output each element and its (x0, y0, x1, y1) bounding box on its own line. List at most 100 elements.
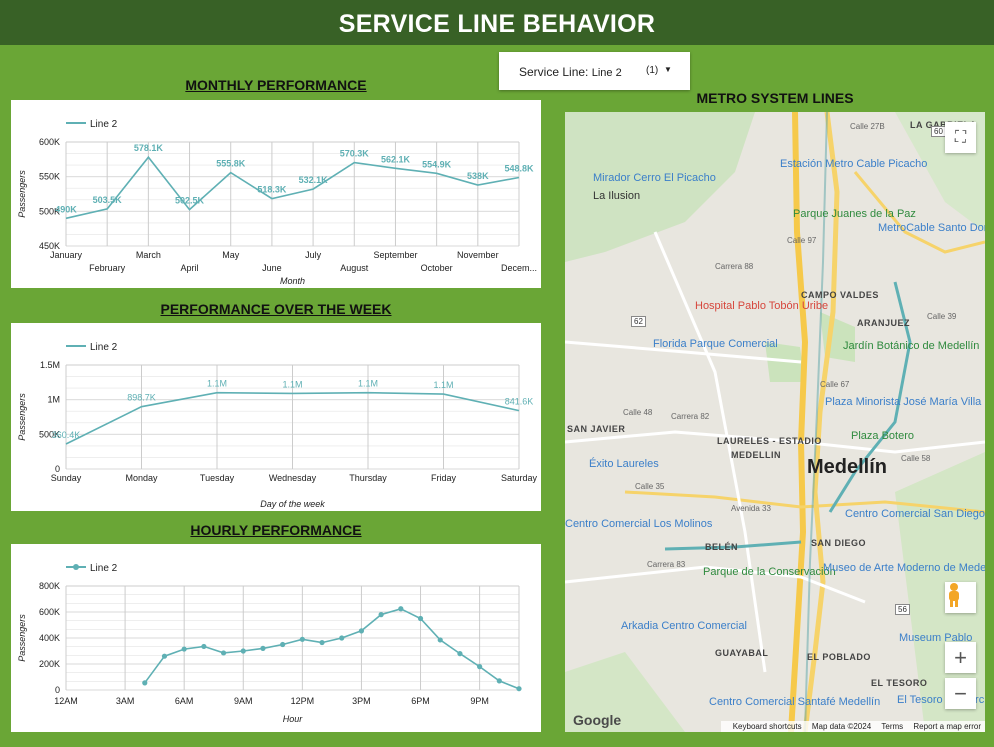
map-label: 62 (631, 316, 646, 327)
data-label: 562.1K (381, 154, 411, 164)
x-tick-label: September (373, 250, 417, 260)
google-logo: Google (573, 712, 622, 728)
y-axis-title: Passengers (17, 393, 27, 441)
map-label: Calle 58 (901, 454, 931, 463)
weekly-chart-panel: Line 2 0 500K 1M 1.5M Sunday Monday Tuesday Wedn… (11, 323, 541, 511)
data-point (201, 643, 207, 650)
data-label: 503.5K (93, 195, 123, 205)
legend-label: Line 2 (90, 342, 118, 353)
map-label: LAURELES - ESTADIO (717, 436, 822, 446)
legend-marker (73, 564, 79, 570)
keyboard-shortcuts-link[interactable]: Keyboard shortcuts (732, 722, 802, 731)
map-label: Mirador Cerro El Picacho (593, 172, 716, 184)
x-tick-label: October (421, 263, 453, 273)
data-point (496, 678, 502, 684)
zoom-out-button[interactable]: − (945, 678, 976, 709)
map-label: Centro Comercial San Diego (845, 508, 985, 520)
y-tick-label: 450K (39, 241, 60, 251)
data-point (161, 653, 168, 659)
filter-label: Service Line: Line 2 (519, 65, 622, 79)
data-label: 555.8K (216, 159, 246, 169)
chevron-down-icon[interactable]: ▼ (664, 65, 672, 74)
map-label: Medellín (807, 456, 888, 478)
map-label: EL POBLADO (807, 652, 871, 662)
data-label: 898.7K (127, 393, 156, 403)
data-point (457, 651, 463, 657)
map-label: Estación Metro Cable Picacho (780, 158, 928, 170)
data-label: 578.1K (134, 143, 164, 153)
data-label: 548.8K (504, 163, 534, 173)
y-tick-label: 500K (39, 206, 60, 216)
data-point (280, 641, 286, 648)
service-line-filter[interactable]: Service Line: Line 2 (1) ▼ (499, 52, 690, 90)
y-tick-label: 400K (39, 633, 60, 643)
fullscreen-icon[interactable]: ⛶ (945, 122, 976, 153)
data-point (437, 637, 443, 643)
data-point (319, 639, 325, 646)
x-axis-title: Hour (283, 714, 304, 724)
map-label: Calle 39 (927, 312, 957, 321)
y-tick-label: 550K (39, 172, 60, 182)
map-canvas[interactable] (565, 112, 985, 732)
map-label: Plaza Botero (851, 430, 914, 442)
map-label: ARANJUEZ (857, 318, 911, 328)
x-tick-label: 9AM (234, 696, 253, 706)
monthly-chart-panel: Line 2 450K 500K 550K 600K January February Mar… (11, 100, 541, 288)
map-label: Avenida 33 (731, 504, 771, 513)
y-tick-label: 200K (39, 659, 60, 669)
data-label: 538K (467, 171, 489, 181)
legend-label: Line 2 (90, 563, 118, 574)
map-label: Carrera 83 (647, 560, 686, 569)
x-tick-label: Thursday (349, 473, 387, 483)
terms-link[interactable]: Terms (881, 722, 904, 731)
map-label: Parque Juanes de la Paz (793, 208, 916, 220)
x-tick-label: Wednesday (269, 473, 317, 483)
hourly-chart-panel: Line 2 0 200K 400K 600K 800K 12AM 3AM 6AM 9AM 12PM… (11, 544, 541, 732)
data-label: 554.9K (422, 159, 452, 169)
data-point (240, 648, 246, 654)
x-axis-title: Month (280, 276, 305, 286)
data-label: 490K (55, 204, 77, 214)
map-label: Centro Comercial Los Molinos (565, 518, 713, 530)
zoom-in-button[interactable]: + (945, 642, 976, 673)
y-tick-label: 500K (39, 429, 60, 439)
map-label: Calle 27B (850, 122, 885, 131)
y-tick-label: 0 (55, 685, 60, 695)
y-axis-title: Passengers (17, 170, 27, 218)
y-tick-label: 0 (55, 464, 60, 474)
report-error-link[interactable]: Report a map error (913, 722, 981, 731)
map-label: Calle 97 (787, 236, 817, 245)
y-tick-label: 1.5M (40, 360, 60, 370)
data-point (299, 636, 305, 642)
filter-value: Line 2 (591, 67, 622, 79)
map-label: Calle 67 (820, 380, 850, 389)
pegman-icon[interactable] (945, 582, 976, 613)
x-tick-label: Tuesday (200, 473, 235, 483)
data-point (417, 615, 424, 622)
map-label: CAMPO VALDES (801, 290, 879, 300)
map-label: Hospital Pablo Tobón Uribe (695, 300, 829, 312)
x-tick-label: March (136, 250, 161, 260)
data-label: 518.3K (257, 185, 287, 195)
map-label: SAN DIEGO (811, 538, 867, 548)
map-label: Éxito Laureles (589, 458, 659, 470)
data-label: 1.1M (282, 379, 302, 389)
data-label: 1.1M (358, 379, 378, 389)
x-tick-label: 6AM (175, 696, 194, 706)
x-tick-label: 9PM (470, 696, 489, 706)
map-label: MetroCable Santo Domingo (878, 222, 985, 234)
monthly-chart: Line 2 450K 500K 550K 600K January February Mar… (17, 119, 537, 286)
map-label: 60 (931, 126, 946, 137)
x-tick-label: May (222, 250, 240, 260)
legend-label: Line 2 (90, 119, 118, 130)
x-tick-label: August (340, 263, 369, 273)
map-label: SAN JAVIER (567, 424, 626, 434)
map-label: Calle 48 (623, 408, 653, 417)
x-tick-label: Saturday (501, 473, 538, 483)
x-tick-label: 6PM (411, 696, 430, 706)
data-label: 1.1M (207, 379, 227, 389)
metro-map[interactable]: LA GABRIELA Calle 27B Estación Metro Cable… (565, 112, 985, 732)
y-tick-label: 600K (39, 137, 60, 147)
hourly-chart: Line 2 0 200K 400K 600K 800K 12AM 3AM 6AM 9AM 12PM… (17, 563, 522, 724)
data-point (220, 650, 227, 656)
